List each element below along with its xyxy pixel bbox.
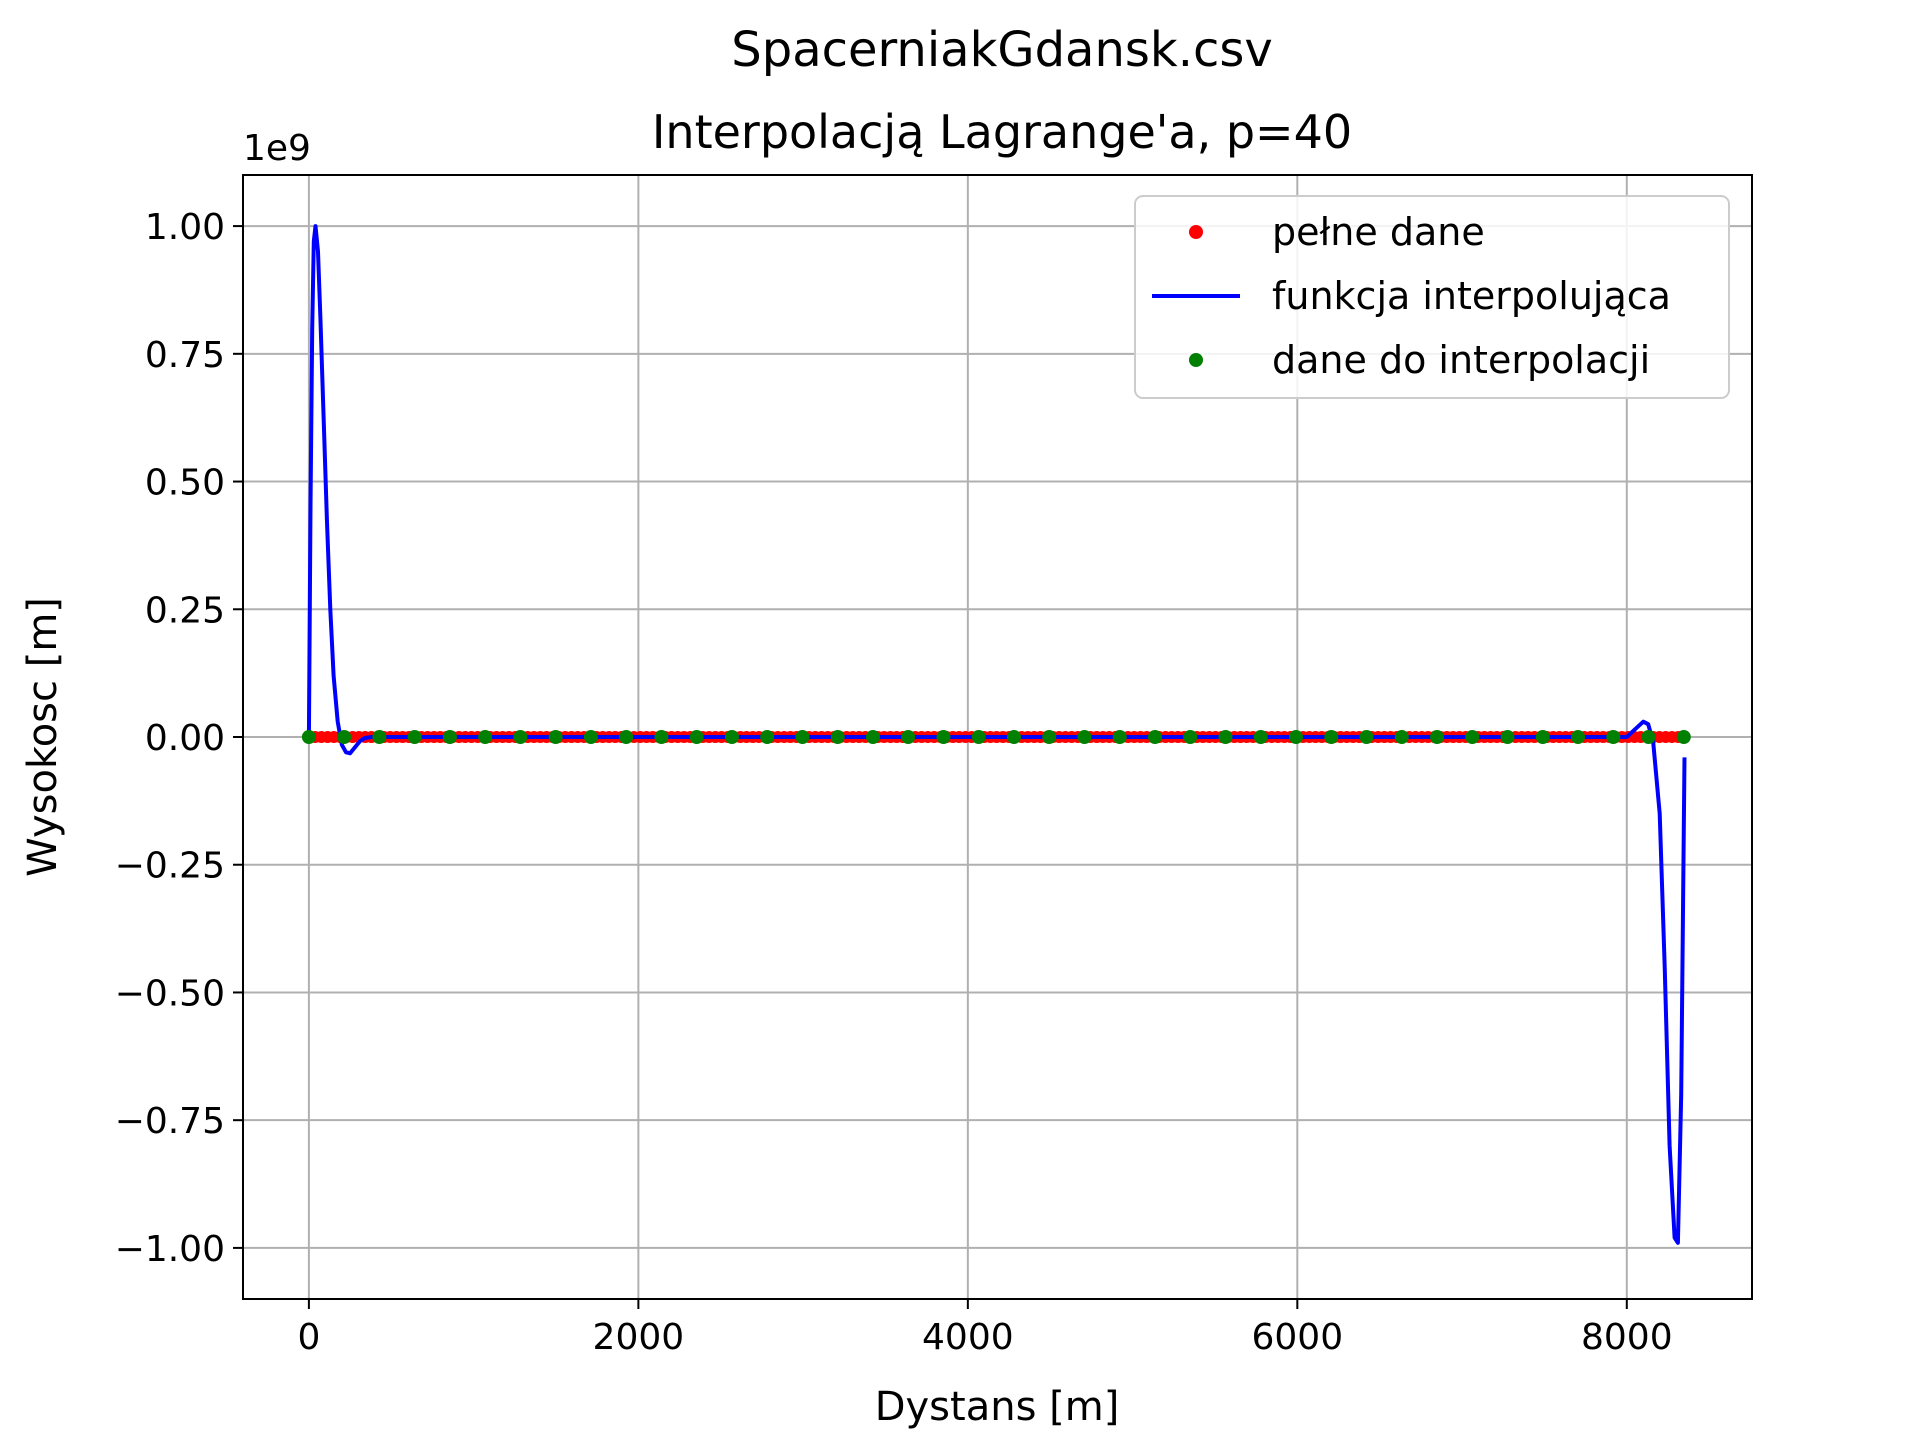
interpolation-node <box>1324 730 1339 744</box>
interpolation-node <box>971 730 986 744</box>
interpolation-node <box>1571 730 1586 744</box>
y-axis-offset-label: 1e9 <box>243 128 311 169</box>
y-tick-label: −0.25 <box>115 846 225 887</box>
interpolation-node <box>1006 730 1021 744</box>
interpolation-node <box>337 730 352 744</box>
interpolation-node <box>1183 730 1198 744</box>
interpolation-node <box>548 730 563 744</box>
y-tick-label: 0.75 <box>145 335 225 376</box>
interpolation-node <box>654 730 669 744</box>
interpolation-node <box>1112 730 1127 744</box>
legend: pełne dane funkcja interpolująca dane do… <box>1134 195 1730 399</box>
interpolation-node <box>407 730 422 744</box>
y-tick-label: −1.00 <box>115 1229 225 1270</box>
interpolation-node <box>830 730 845 744</box>
interpolation-node <box>1676 730 1691 744</box>
interpolation-node <box>1147 730 1162 744</box>
interpolation-node <box>1394 730 1409 744</box>
legend-marker-interpolation-nodes <box>1189 353 1203 367</box>
interpolation-node <box>1253 730 1268 744</box>
interpolation-node <box>724 730 739 744</box>
y-tick-label: 0.00 <box>145 718 225 759</box>
y-tick-label: −0.50 <box>115 973 225 1014</box>
chart-title: Interpolacją Lagrange'a, p=40 <box>652 105 1352 159</box>
interpolation-node <box>1535 730 1550 744</box>
interpolation-node <box>1218 730 1233 744</box>
interpolation-node <box>1289 730 1304 744</box>
y-tick-label: 0.25 <box>145 590 225 631</box>
interpolation-node <box>513 730 528 744</box>
interpolation-node <box>478 730 493 744</box>
x-tick-label: 6000 <box>1252 1317 1344 1358</box>
series-interpolation <box>306 224 1687 1245</box>
interpolation-node <box>1465 730 1480 744</box>
interpolation-node <box>1500 730 1515 744</box>
interpolation-node <box>901 730 916 744</box>
interpolation-node <box>1430 730 1445 744</box>
chart-suptitle: SpacerniakGdansk.csv <box>731 22 1273 78</box>
interpolation-line <box>306 224 1687 1245</box>
interpolation-node <box>1042 730 1057 744</box>
interpolation-node <box>442 730 457 744</box>
y-tick-label: −0.75 <box>115 1101 225 1142</box>
interpolation-node <box>1359 730 1374 744</box>
x-axis-label: Dystans [m] <box>875 1384 1120 1430</box>
x-tick-label: 2000 <box>593 1317 685 1358</box>
interpolation-node <box>760 730 775 744</box>
y-tick-label: 1.00 <box>145 207 225 248</box>
interpolation-node <box>936 730 951 744</box>
interpolation-node <box>372 730 387 744</box>
y-tick-label: 0.50 <box>145 463 225 504</box>
legend-box <box>1134 195 1730 399</box>
legend-label-interpolation: funkcja interpolująca <box>1272 274 1671 318</box>
y-axis-label: Wysokosc [m] <box>20 597 66 877</box>
interpolation-node <box>1077 730 1092 744</box>
interpolation-node <box>301 730 316 744</box>
interpolation-node <box>1606 730 1621 744</box>
interpolation-node <box>795 730 810 744</box>
interpolation-node <box>583 730 598 744</box>
x-axis-ticks: 0 2000 4000 6000 8000 <box>297 1299 1673 1358</box>
x-tick-label: 8000 <box>1581 1317 1673 1358</box>
x-tick-label: 4000 <box>922 1317 1014 1358</box>
legend-label-interpolation-nodes: dane do interpolacji <box>1272 338 1650 382</box>
legend-label-full-data: pełne dane <box>1272 210 1485 254</box>
interpolation-node <box>1641 730 1656 744</box>
interpolation-node <box>689 730 704 744</box>
series-interpolation-nodes <box>301 730 1691 744</box>
y-axis-ticks: −1.00 −0.75 −0.50 −0.25 0.00 0.25 0.50 0.75 1.00 <box>115 207 243 1270</box>
legend-marker-full-data <box>1189 225 1203 239</box>
x-tick-label: 0 <box>297 1317 320 1358</box>
interpolation-node <box>619 730 634 744</box>
interpolation-node <box>865 730 880 744</box>
